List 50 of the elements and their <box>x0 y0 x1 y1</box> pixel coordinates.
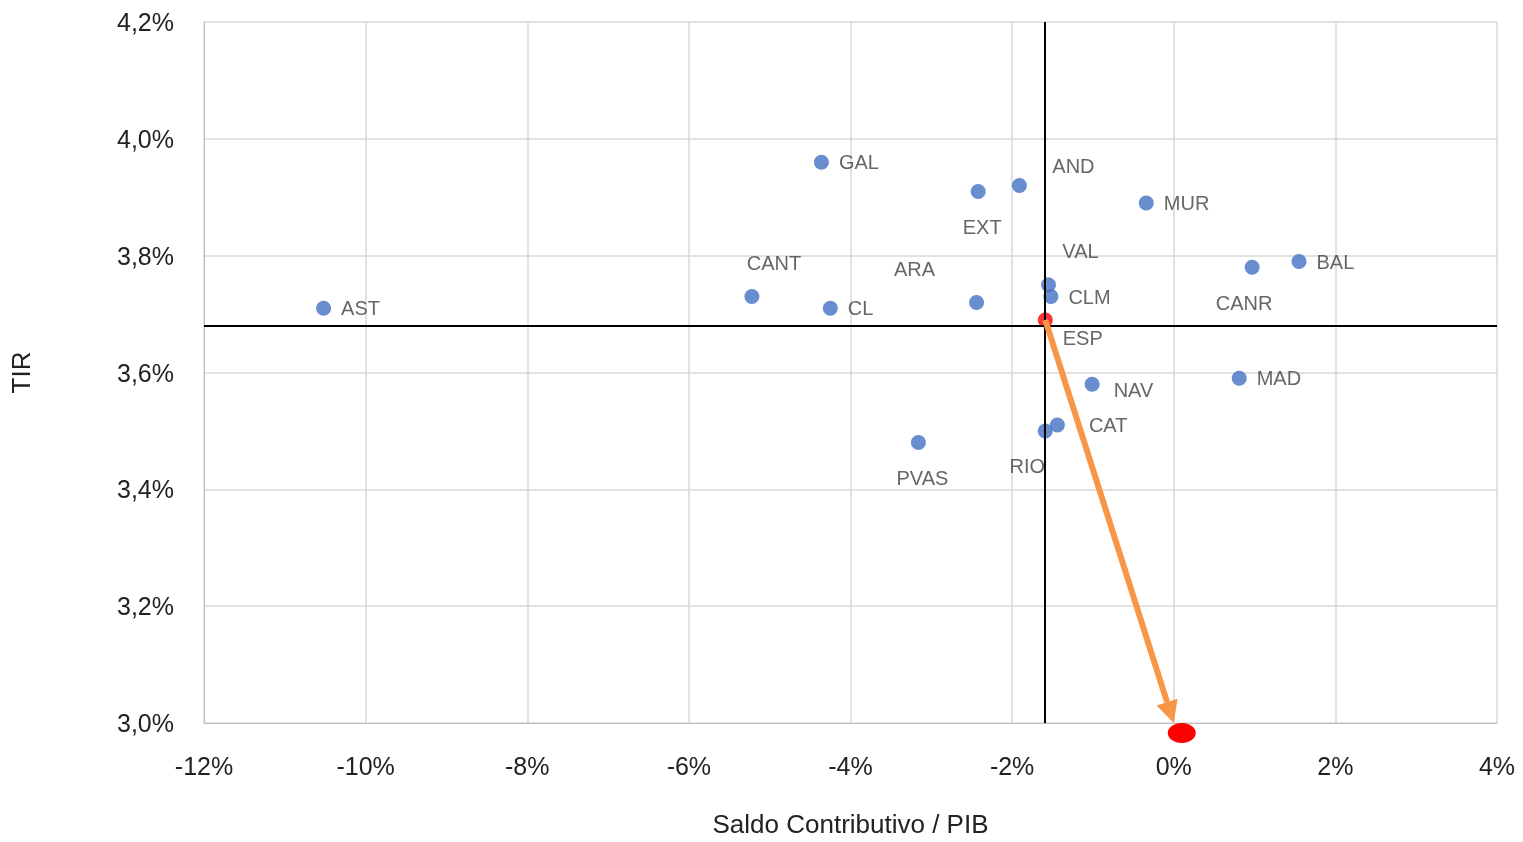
data-label: MUR <box>1163 192 1210 215</box>
point <box>1011 178 1027 194</box>
y-tick-label: 3,4% <box>117 475 174 504</box>
data-label: VAL <box>1062 240 1099 263</box>
data-label: NAV <box>1113 379 1154 402</box>
data-label: CLM <box>1068 285 1111 308</box>
point <box>1231 370 1247 386</box>
point <box>1291 254 1307 269</box>
point <box>1244 259 1260 275</box>
point <box>813 154 829 170</box>
point <box>316 300 332 316</box>
data-label: EXT <box>962 215 1002 238</box>
point <box>822 300 838 316</box>
point <box>1138 195 1154 211</box>
x-tick-label: 4% <box>1478 751 1516 780</box>
data-label: ESP <box>1062 326 1103 349</box>
x-tick-label: -4% <box>828 751 873 780</box>
data-label: AST <box>341 297 381 320</box>
data-label: CAT <box>1088 414 1128 437</box>
data-label: ARA <box>894 257 936 280</box>
data-label: RIO <box>1009 455 1046 478</box>
x-tick-label: 0% <box>1155 751 1192 780</box>
y-tick-label: 3,0% <box>117 709 174 737</box>
x-tick-label: 2% <box>1317 751 1354 780</box>
data-label: CANR <box>1215 291 1273 314</box>
point <box>1049 417 1065 433</box>
data-label: CL <box>847 297 874 320</box>
point <box>969 294 985 310</box>
x-tick-label: -10% <box>336 751 395 780</box>
data-label: BAL <box>1316 250 1355 273</box>
data-label: GAL <box>838 151 879 174</box>
data-label: MAD <box>1256 367 1302 390</box>
point <box>970 183 986 199</box>
point <box>910 435 926 451</box>
x-tick-label: -8% <box>505 751 550 780</box>
y-tick-label: 4,0% <box>117 124 174 153</box>
x-tick-label: -12% <box>174 751 234 780</box>
x-tick-label: -2% <box>989 751 1035 780</box>
y-tick-label: 3,2% <box>117 592 174 621</box>
point <box>744 289 760 305</box>
x-axis-title: Saldo Contributivo / PIB <box>712 809 989 839</box>
x-tick-label: -6% <box>666 751 712 780</box>
data-label: PVAS <box>896 467 949 490</box>
y-tick-label: 4,2% <box>117 8 174 36</box>
y-tick-label: 3,6% <box>117 358 174 387</box>
point <box>1084 376 1100 392</box>
y-tick-label: 3,8% <box>117 241 174 270</box>
data-label: CANT <box>746 252 802 275</box>
y-axis-title: TIR <box>6 351 36 394</box>
data-label: AND <box>1052 155 1095 178</box>
